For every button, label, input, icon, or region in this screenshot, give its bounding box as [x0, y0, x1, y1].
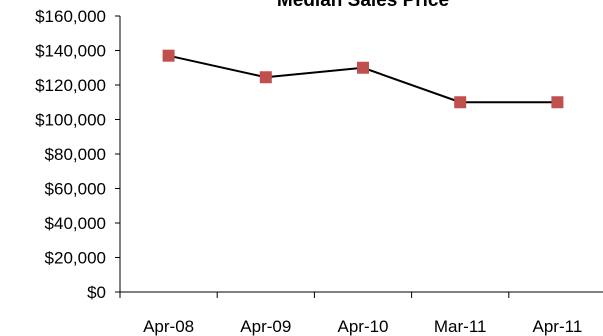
y-tick-label: $100,000: [35, 111, 106, 130]
x-tick-label: Mar-11: [434, 317, 487, 336]
data-point-marker: [357, 61, 369, 74]
x-tick-label: Apr-10: [337, 317, 388, 336]
data-point-marker: [551, 96, 564, 109]
data-point-marker: [259, 71, 272, 84]
data-point-marker: [162, 49, 175, 62]
y-tick-label: $80,000: [45, 145, 106, 164]
y-tick-label: $140,000: [35, 42, 106, 61]
y-tick-label: $20,000: [45, 249, 106, 268]
y-tick-label: $160,000: [35, 7, 106, 26]
x-tick-label: Apr-11: [533, 317, 583, 336]
series-group: [162, 49, 564, 109]
y-tick-label: $40,000: [45, 214, 106, 233]
data-point-marker: [454, 96, 467, 109]
y-tick-label: $60,000: [45, 180, 106, 199]
x-axis: Apr-08 Apr-09 Apr-10 Mar-11 Apr-11: [119, 291, 603, 336]
chart-title: Median Sales Price: [277, 0, 449, 11]
y-axis: $0 $20,000 $40,000 $60,000 $80,000 $100,000 $1…: [35, 7, 121, 302]
x-tick-label: Apr-08: [143, 317, 194, 336]
y-tick-label: $0: [87, 283, 106, 302]
y-tick-label: $120,000: [35, 76, 106, 95]
x-tick-label: Apr-09: [240, 317, 291, 336]
